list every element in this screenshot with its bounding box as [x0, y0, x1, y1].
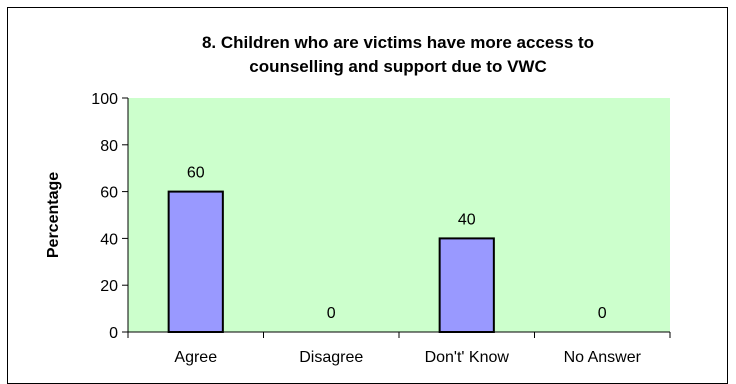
x-tick-label: Disagree	[299, 349, 363, 366]
x-tick-label: Don't' Know	[425, 349, 510, 366]
x-tick-label: Agree	[174, 349, 217, 366]
y-axis-label: Percentage	[45, 172, 62, 258]
data-labels: 60 0 40 0	[187, 165, 607, 322]
y-axis: 0 20 40 60 80 100	[91, 91, 129, 342]
bar	[438, 237, 495, 333]
data-label: 0	[598, 305, 607, 322]
x-tick-label: No Answer	[564, 349, 642, 366]
chart-title-line-1: 8. Children who are victims have more ac…	[202, 33, 594, 52]
y-tick-label: 40	[100, 231, 118, 248]
data-label: 60	[187, 165, 205, 182]
y-tick-label: 100	[91, 91, 118, 108]
chart-title-line-2: counselling and support due to VWC	[249, 57, 547, 76]
y-tick-label: 80	[100, 138, 118, 155]
data-label: 40	[458, 211, 476, 228]
y-tick-label: 0	[109, 325, 118, 342]
y-tick-label: 20	[100, 278, 118, 295]
bar	[167, 190, 224, 333]
bars	[167, 190, 495, 333]
data-label: 0	[327, 305, 336, 322]
y-tick-label: 60	[100, 185, 118, 202]
